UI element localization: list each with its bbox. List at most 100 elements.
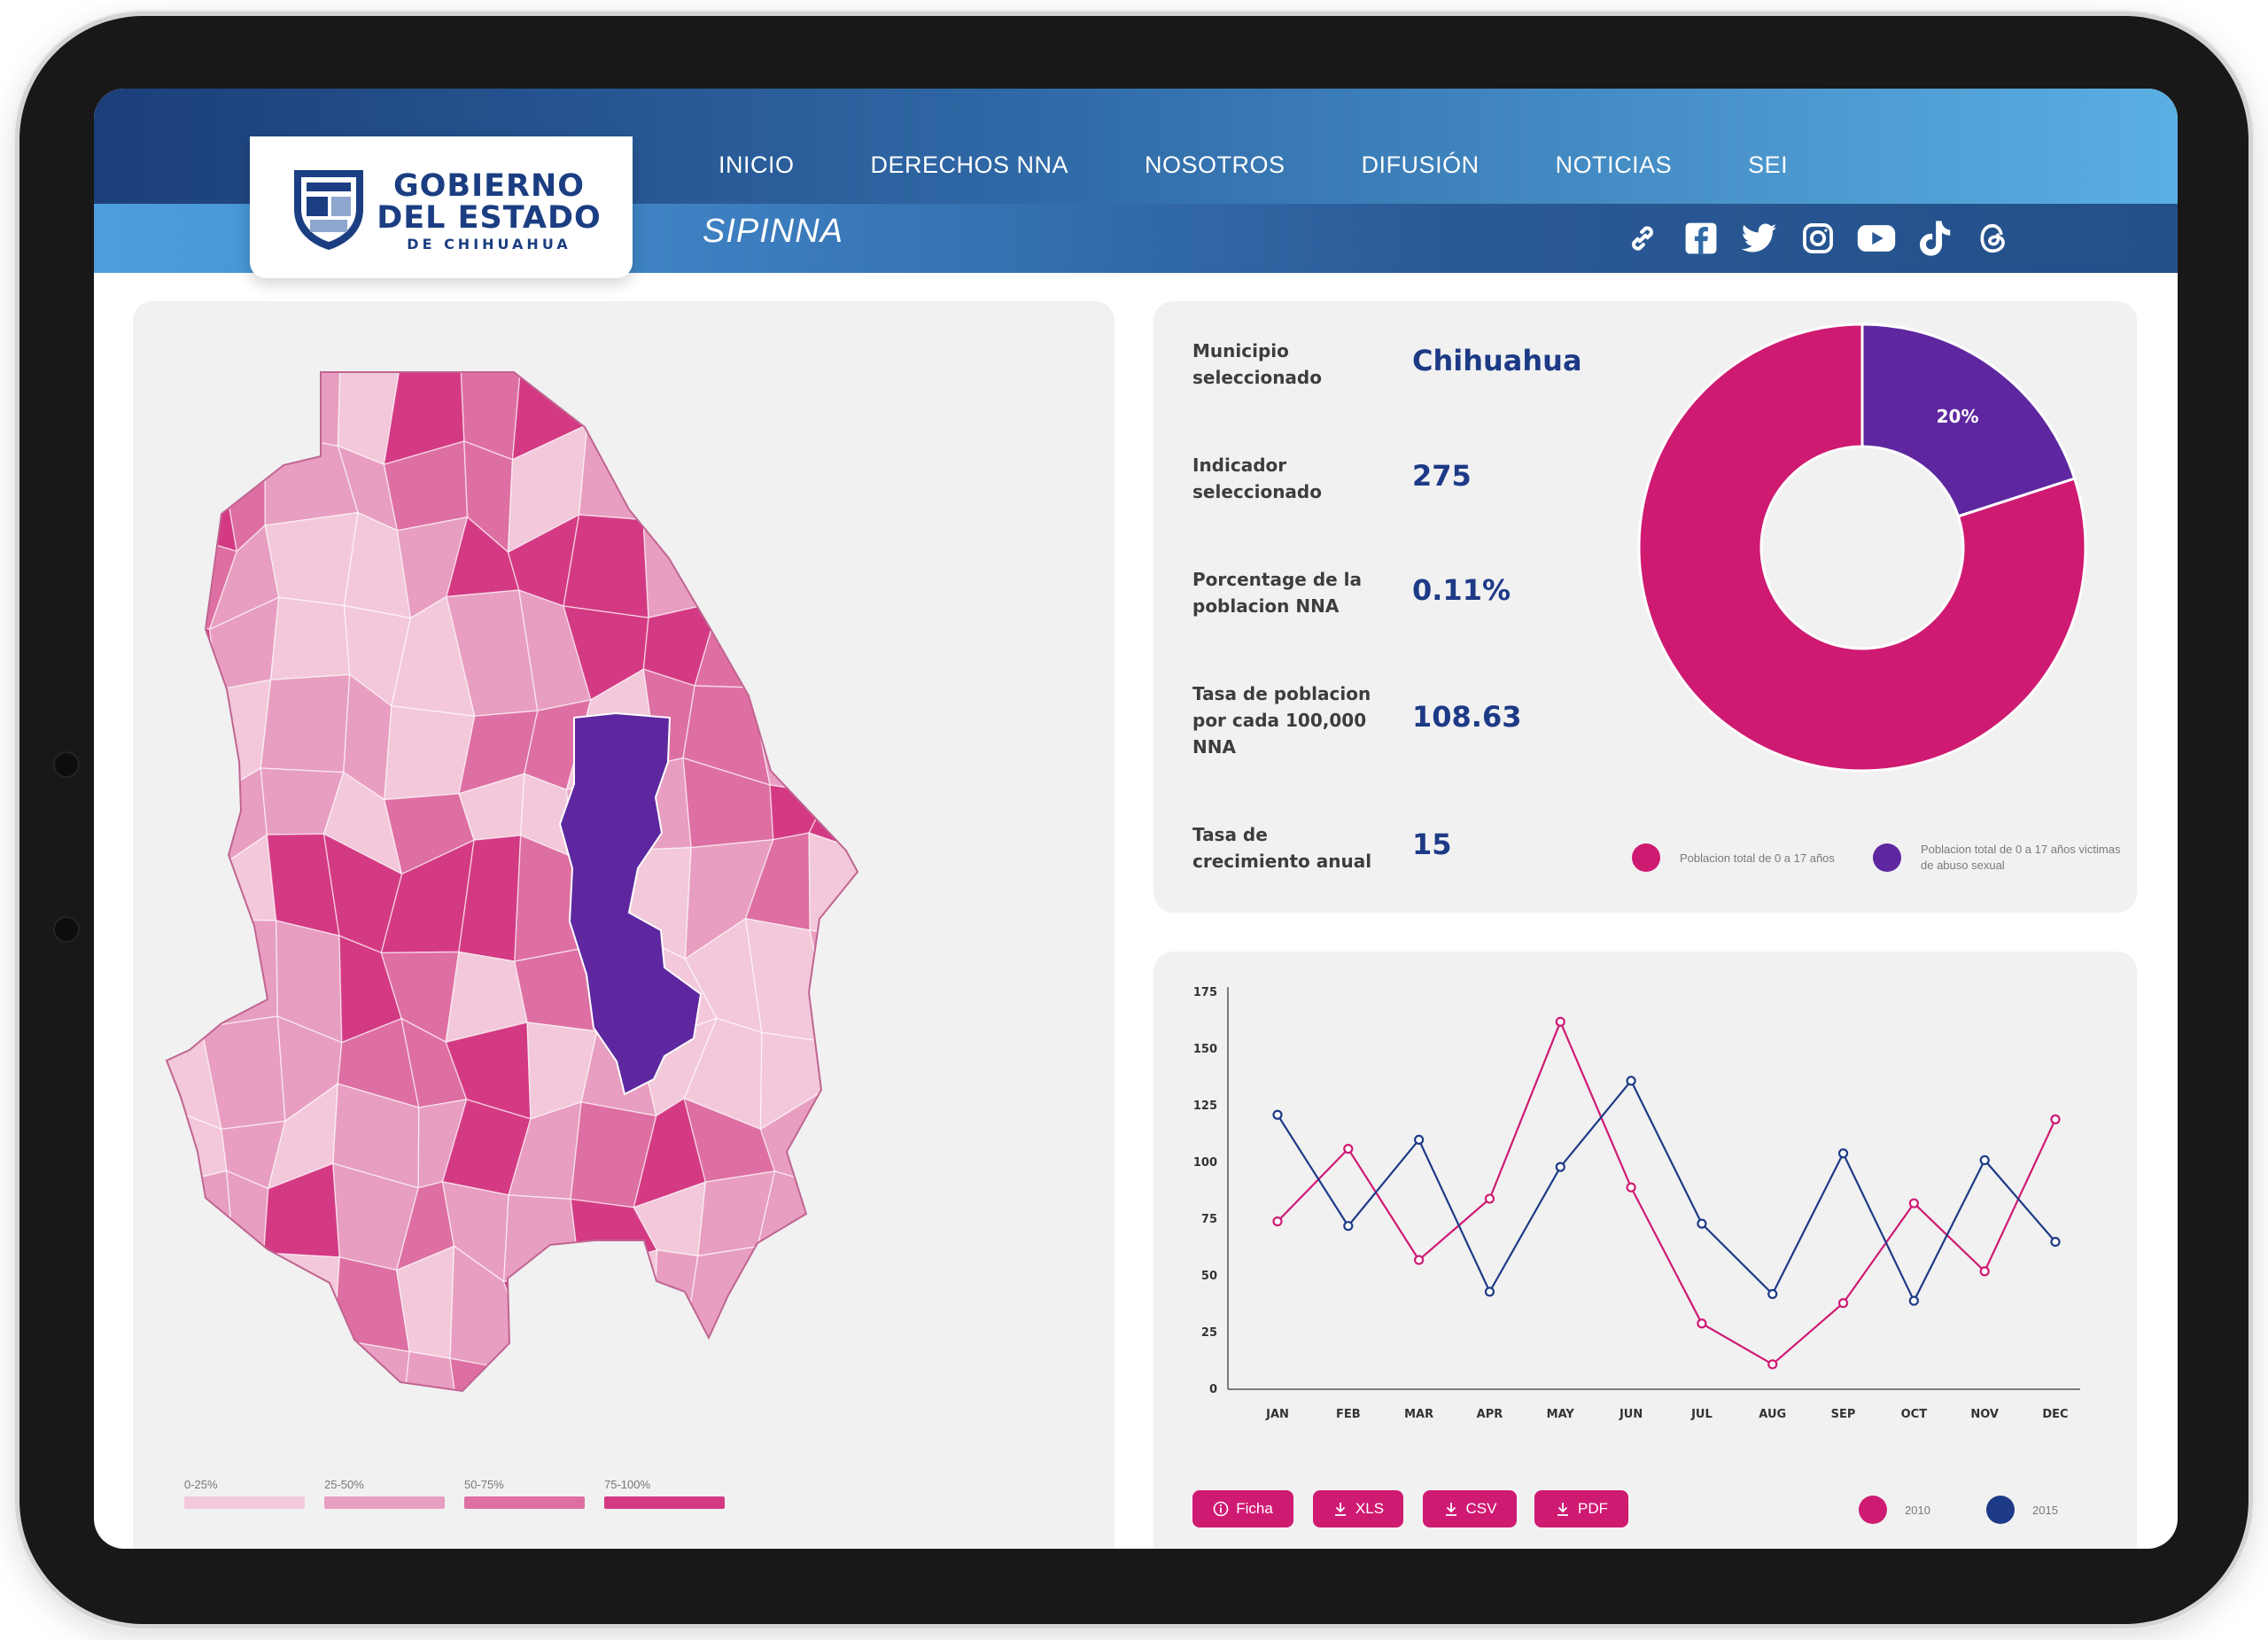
donut-slice[interactable] bbox=[1637, 323, 2087, 773]
xls-download-button[interactable]: XLS bbox=[1313, 1490, 1403, 1527]
pdf-download-button[interactable]: PDF bbox=[1534, 1490, 1628, 1527]
municipality-region[interactable] bbox=[576, 1347, 655, 1418]
municipality-region[interactable] bbox=[685, 1245, 758, 1364]
nav-sei[interactable]: SEI bbox=[1748, 152, 1789, 178]
municipality-region[interactable] bbox=[159, 1170, 237, 1274]
nav-inicio[interactable]: INICIO bbox=[718, 152, 795, 178]
data-point-2010[interactable] bbox=[1979, 1266, 1990, 1277]
data-point-2010[interactable] bbox=[1343, 1144, 1354, 1154]
instagram-icon[interactable] bbox=[1798, 218, 1838, 259]
line-chart[interactable]: 0 25 50 75 100 125 150 175 JAN FEB MAR APR MAY JUN JUL… bbox=[1153, 952, 2137, 1483]
selected-municipality-chihuahua[interactable] bbox=[558, 711, 703, 1096]
twitter-icon[interactable] bbox=[1739, 218, 1780, 259]
municipality-region[interactable] bbox=[755, 519, 821, 628]
municipality-region[interactable] bbox=[159, 857, 226, 941]
data-point-2010[interactable] bbox=[1272, 1216, 1283, 1227]
municipality-region[interactable] bbox=[687, 519, 761, 611]
municipality-region[interactable] bbox=[755, 422, 811, 551]
municipality-region[interactable] bbox=[279, 1338, 341, 1418]
municipality-region[interactable] bbox=[747, 1362, 827, 1418]
municipality-region[interactable] bbox=[580, 363, 642, 434]
municipality-region[interactable] bbox=[750, 609, 831, 706]
municipality-region[interactable] bbox=[159, 918, 226, 1029]
municipality-region[interactable] bbox=[520, 1373, 582, 1418]
municipality-region[interactable] bbox=[264, 511, 359, 607]
municipality-region[interactable] bbox=[815, 1086, 882, 1188]
link-icon[interactable] bbox=[1622, 218, 1663, 259]
data-point-2015[interactable] bbox=[1908, 1295, 1919, 1306]
municipality-region[interactable] bbox=[400, 1350, 462, 1418]
municipality-region[interactable] bbox=[219, 1327, 283, 1418]
data-point-2015[interactable] bbox=[1414, 1134, 1425, 1145]
municipality-region[interactable] bbox=[159, 1327, 235, 1418]
data-point-2010[interactable] bbox=[1626, 1182, 1636, 1193]
donut-chart[interactable]: 20% bbox=[1632, 317, 2093, 778]
tiktok-icon[interactable] bbox=[1915, 218, 1955, 259]
municipality-region[interactable] bbox=[804, 527, 883, 628]
municipality-region[interactable] bbox=[747, 1245, 827, 1376]
data-point-2010[interactable] bbox=[1414, 1255, 1425, 1265]
municipality-region[interactable] bbox=[269, 596, 351, 681]
data-point-2015[interactable] bbox=[1272, 1109, 1283, 1120]
municipality-region[interactable] bbox=[449, 1357, 537, 1418]
nav-nosotros[interactable]: NOSOTROS bbox=[1145, 152, 1285, 178]
municipality-region[interactable] bbox=[502, 1271, 580, 1375]
municipality-region[interactable] bbox=[578, 424, 644, 521]
data-point-2010[interactable] bbox=[1697, 1318, 1707, 1329]
municipality-region[interactable] bbox=[641, 1336, 703, 1418]
municipality-region[interactable] bbox=[232, 1251, 283, 1342]
municipality-region[interactable] bbox=[502, 1194, 580, 1283]
data-point-2010[interactable] bbox=[1908, 1198, 1919, 1209]
municipality-region[interactable] bbox=[809, 929, 882, 1045]
municipality-region[interactable] bbox=[563, 514, 649, 619]
municipality-region[interactable] bbox=[701, 363, 765, 447]
municipality-region[interactable] bbox=[159, 363, 221, 450]
municipality-region[interactable] bbox=[641, 363, 710, 433]
municipality-region[interactable] bbox=[262, 1252, 341, 1342]
data-point-2010[interactable] bbox=[1837, 1298, 1849, 1309]
municipality-region[interactable] bbox=[264, 363, 341, 447]
municipality-region[interactable] bbox=[642, 518, 721, 619]
data-point-2010[interactable] bbox=[1767, 1359, 1778, 1370]
donut-slice[interactable] bbox=[1860, 323, 2077, 518]
municipality-region[interactable] bbox=[827, 1021, 882, 1106]
municipality-region[interactable] bbox=[641, 428, 710, 543]
municipality-region[interactable] bbox=[159, 688, 219, 799]
municipality-region[interactable] bbox=[806, 1269, 882, 1376]
municipality-region[interactable] bbox=[821, 1350, 882, 1418]
data-point-2015[interactable] bbox=[1484, 1286, 1495, 1297]
data-point-2015[interactable] bbox=[1626, 1076, 1636, 1086]
nav-noticias[interactable]: NOTICIAS bbox=[1555, 152, 1673, 178]
state-map[interactable] bbox=[133, 301, 1115, 1418]
data-point-2015[interactable] bbox=[2050, 1237, 2061, 1247]
nav-difusion[interactable]: DIFUSIÓN bbox=[1361, 152, 1480, 178]
data-point-2015[interactable] bbox=[1837, 1148, 1849, 1159]
municipality-region[interactable] bbox=[159, 445, 238, 553]
municipalities[interactable] bbox=[159, 363, 882, 1418]
municipality-region[interactable] bbox=[804, 422, 883, 550]
data-point-2015[interactable] bbox=[1555, 1162, 1565, 1172]
municipality-region[interactable] bbox=[333, 1338, 410, 1418]
data-point-2010[interactable] bbox=[2050, 1114, 2061, 1124]
data-point-2015[interactable] bbox=[1697, 1218, 1707, 1229]
government-logo[interactable]: GOBIERNO DEL ESTADO DE CHIHUAHUA bbox=[250, 136, 633, 278]
municipality-region[interactable] bbox=[697, 1170, 776, 1257]
brand-name[interactable]: SIPINNA bbox=[703, 213, 844, 250]
ficha-button[interactable]: Ficha bbox=[1192, 1490, 1293, 1527]
data-point-2010[interactable] bbox=[1484, 1193, 1495, 1204]
municipality-region[interactable] bbox=[687, 427, 765, 543]
threads-icon[interactable] bbox=[1973, 218, 2014, 259]
municipality-region[interactable] bbox=[827, 692, 882, 795]
data-point-2015[interactable] bbox=[1979, 1154, 1990, 1166]
data-point-2015[interactable] bbox=[1767, 1288, 1778, 1300]
municipality-region[interactable] bbox=[218, 363, 281, 450]
municipality-region[interactable] bbox=[576, 1248, 658, 1375]
municipality-region[interactable] bbox=[808, 363, 882, 447]
youtube-icon[interactable] bbox=[1856, 218, 1897, 259]
data-point-2015[interactable] bbox=[1343, 1221, 1354, 1232]
data-point-2010[interactable] bbox=[1555, 1016, 1565, 1027]
municipality-region[interactable] bbox=[159, 773, 212, 875]
facebook-icon[interactable] bbox=[1681, 218, 1721, 259]
municipality-region[interactable] bbox=[159, 1269, 237, 1353]
municipality-region[interactable] bbox=[819, 610, 882, 706]
